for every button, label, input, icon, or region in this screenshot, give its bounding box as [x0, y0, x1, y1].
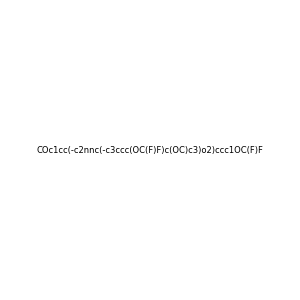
Text: COc1cc(-c2nnc(-c3ccc(OC(F)F)c(OC)c3)o2)ccc1OC(F)F: COc1cc(-c2nnc(-c3ccc(OC(F)F)c(OC)c3)o2)c… — [37, 146, 263, 154]
